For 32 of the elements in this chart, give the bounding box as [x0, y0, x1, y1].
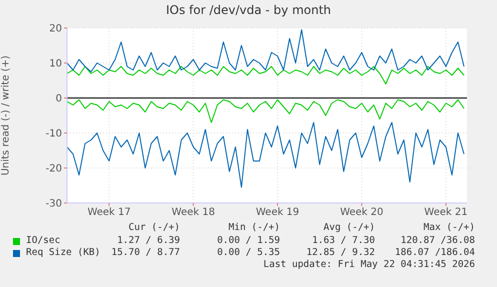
text: Avg (-/+): [324, 222, 375, 233]
text: 0.00 / 1.59: [217, 235, 280, 246]
y-tick-label: -30: [46, 198, 62, 210]
x-tick-label: Week 19: [256, 207, 300, 218]
x-tick-label: Week 20: [340, 207, 384, 218]
y-tick-label: -10: [46, 128, 62, 140]
y-tick-label: 0: [56, 94, 62, 105]
line-series: [67, 66, 464, 84]
text: Cur (-/+): [128, 222, 180, 233]
text: 186.07 /186.04: [394, 247, 475, 258]
legend-label: IO/sec: [26, 235, 60, 246]
text: 15.70 / 8.77: [111, 247, 180, 258]
x-tick-label: Week 18: [172, 207, 215, 218]
x-tick-label: Week 21: [424, 207, 468, 218]
y-tick-label: 10: [49, 58, 62, 70]
text: 0.00 / 5.35: [217, 247, 280, 258]
line-series: [67, 99, 464, 123]
text: 120.87 /36.08: [400, 235, 475, 246]
text: Max (-/+): [424, 222, 475, 233]
line-series: [67, 122, 464, 188]
x-tick-label: Week 17: [87, 207, 131, 218]
y-axis-title: Units read (-) / write (+): [0, 55, 12, 176]
text: Last update: Fri May 22 04:31:45 2026: [263, 259, 475, 270]
text: Min (-/+): [228, 222, 280, 233]
text: 12.85 / 9.32: [306, 247, 375, 258]
legend-label: Req Size (KB): [26, 247, 100, 258]
text: 1.63 / 7.30: [312, 235, 375, 246]
chart-title: IOs for /dev/vda - by month: [164, 3, 332, 17]
text: 1.27 / 6.39: [117, 235, 180, 246]
y-tick-label: 20: [49, 24, 62, 35]
y-tick-label: -20: [46, 164, 62, 175]
line-series: [67, 29, 464, 72]
